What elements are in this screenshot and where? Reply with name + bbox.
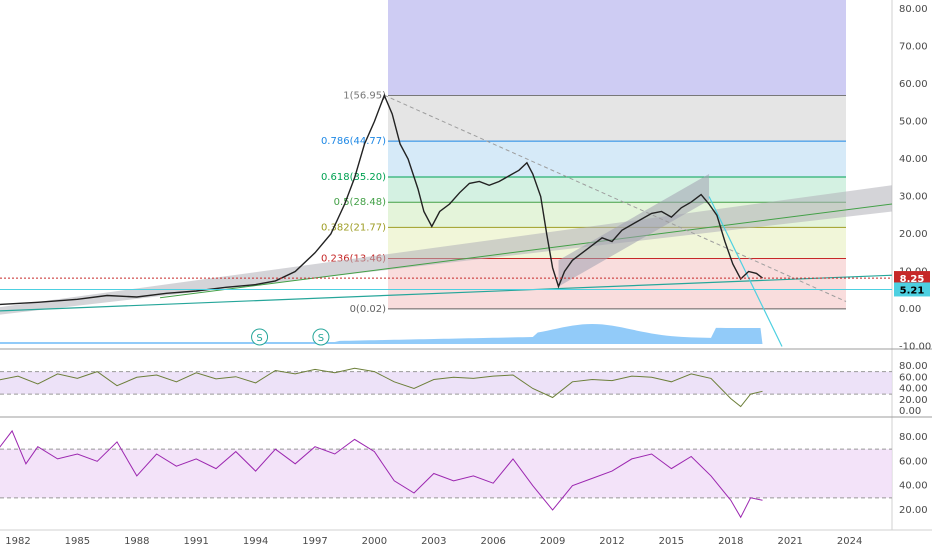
rsi-tick-label: 40.00 — [899, 384, 928, 395]
fib-projection-zone — [388, 0, 846, 96]
rsi2-tick-label: 20.00 — [899, 505, 928, 516]
upper-trendline[interactable] — [159, 203, 893, 299]
rsi-line — [0, 367, 763, 408]
steep-downtrend-line[interactable] — [708, 196, 783, 347]
last-price-badge-bg — [894, 271, 930, 286]
rsi2-tick-label: 80.00 — [899, 432, 928, 443]
price-axis[interactable]: 80.0070.0060.0050.0040.0030.0020.0010.00… — [894, 4, 931, 353]
fibonacci-labels: 1(56.95) 0.786(44.77) 0.618(35.20) 0.5(28.4… — [321, 90, 386, 314]
time-tick-label: 2006 — [480, 536, 505, 547]
split-marker-label: S — [318, 333, 324, 344]
time-tick-label: 2009 — [540, 536, 565, 547]
fib-zone — [388, 258, 846, 309]
rsi-tick-label: 0.00 — [899, 406, 921, 417]
time-tick-label: 1982 — [5, 536, 30, 547]
price-tick-label: 70.00 — [899, 42, 928, 53]
time-tick-label: 2015 — [659, 536, 684, 547]
dashed-trendline[interactable] — [384, 94, 847, 302]
rsi2-tick-label: 40.00 — [899, 481, 928, 492]
fib-level-label: 0.618(35.20) — [321, 172, 386, 183]
price-tick-label: 50.00 — [899, 117, 928, 128]
fib-level-label: 0.382(21.77) — [321, 222, 386, 233]
trend-channels[interactable] — [0, 94, 893, 347]
support-level-badge: 5.21 — [900, 285, 925, 296]
split-marker[interactable] — [312, 328, 330, 346]
split-marker-label: S — [256, 333, 262, 344]
price-tick-label: -10.00 — [899, 342, 931, 353]
time-axis[interactable]: 1982 1985 1988 1991 1994 1997 2000 2003 2006 2009… — [5, 536, 862, 547]
time-tick-label: 2024 — [837, 536, 862, 547]
price-line — [0, 93, 763, 306]
price-tick-label: 40.00 — [899, 154, 928, 165]
price-series — [0, 93, 763, 306]
time-tick-label: 1997 — [302, 536, 327, 547]
fibonacci-zones — [388, 0, 846, 309]
time-tick-label: 2012 — [599, 536, 624, 547]
fib-zone — [388, 177, 846, 203]
support-trendline[interactable] — [0, 274, 893, 312]
price-tick-label: 0.00 — [899, 304, 921, 315]
fib-level-label: 0.5(28.48) — [334, 197, 386, 208]
fib-zone — [388, 95, 846, 142]
rising-channel[interactable] — [558, 174, 710, 287]
time-tick-label: 1988 — [124, 536, 149, 547]
price-tick-label: 60.00 — [899, 79, 928, 90]
support-level-badge-bg — [894, 282, 930, 297]
split-marker[interactable] — [251, 328, 269, 346]
rsi-tick-label: 80.00 — [899, 361, 928, 372]
rsi-tick-label: 20.00 — [899, 395, 928, 406]
time-tick-label: 1985 — [65, 536, 90, 547]
price-tick-label: 20.00 — [899, 229, 928, 240]
fib-level-label: 1(56.95) — [343, 90, 386, 101]
fib-level-label: 0.786(44.77) — [321, 136, 386, 147]
rsi2-pane: 80.00 60.00 40.00 20.00 — [0, 429, 928, 519]
time-tick-label: 1994 — [243, 536, 268, 547]
rsi-band — [0, 371, 892, 395]
time-tick-label: 2021 — [777, 536, 802, 547]
last-price-badge: 8.25 — [900, 274, 925, 285]
price-tick-label: 80.00 — [899, 4, 928, 15]
time-tick-label: 2000 — [362, 536, 387, 547]
time-tick-label: 1991 — [183, 536, 208, 547]
rsi-tick-label: 60.00 — [899, 372, 928, 383]
rsi2-tick-label: 60.00 — [899, 456, 928, 467]
rsi2-line — [0, 429, 763, 519]
horizontal-levels[interactable] — [0, 277, 892, 290]
time-tick-label: 2018 — [718, 536, 743, 547]
time-tick-label: 2003 — [421, 536, 446, 547]
fib-zone — [388, 141, 846, 177]
volume-area — [0, 324, 763, 344]
fib-level-label: 0(0.02) — [350, 304, 387, 315]
price-tick-label: 30.00 — [899, 192, 928, 203]
rsi2-band — [0, 449, 892, 498]
volume-area-fill — [0, 324, 763, 344]
